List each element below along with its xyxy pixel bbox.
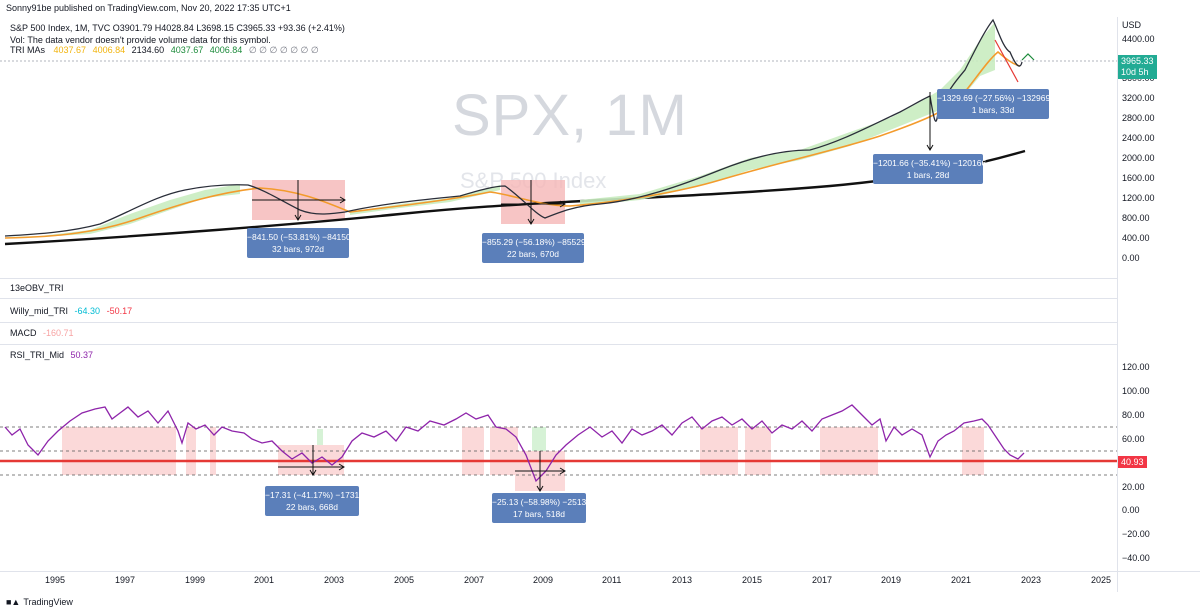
- year-tick: 2021: [951, 575, 972, 585]
- measure-2008-line2: 22 bars, 670d: [507, 249, 559, 259]
- year-tick: 2013: [672, 575, 693, 585]
- measure-box-2020[interactable]: −1201.66 (−35.41%) −120166 1 bars, 28d: [873, 154, 987, 184]
- measure-2008-line1: −855.29 (−56.18%) −85529: [482, 237, 586, 247]
- measure-2020-line1: −1201.66 (−35.41%) −120166: [873, 158, 987, 168]
- willy-value-2: -50.17: [106, 306, 133, 316]
- macd-legend[interactable]: MACD -160.71: [10, 328, 74, 338]
- rsi-measure-2008-line1: −25.13 (−58.98%) −2513: [492, 497, 587, 507]
- brand-label: TradingView: [23, 597, 73, 607]
- pane-separator[interactable]: [0, 344, 1117, 345]
- currency-label: USD: [1122, 20, 1142, 30]
- symbol-legend[interactable]: S&P 500 Index, 1M, TVC O3901.79 H4028.84…: [10, 23, 345, 33]
- rsi-measure-2001-line2: 22 bars, 668d: [286, 502, 338, 512]
- year-tick: 1995: [45, 575, 66, 585]
- measure-box-2022[interactable]: −1329.69 (−27.56%) −132969 1 bars, 33d: [937, 89, 1051, 119]
- rsi-shading: [62, 427, 984, 491]
- tri-value-empty: ∅ ∅ ∅ ∅ ∅ ∅ ∅: [248, 45, 319, 55]
- rsi-tick: 20.00: [1122, 482, 1145, 492]
- rsi-measure-2001-line1: −17.31 (−41.17%) −1731: [265, 490, 360, 500]
- rsi-tick: 120.00: [1122, 362, 1150, 372]
- tradingview-footer[interactable]: ■▲ TradingView: [6, 597, 73, 607]
- price-tick: 2400.00: [1122, 133, 1155, 143]
- drop-arrow: [994, 39, 1019, 83]
- price-series: [4, 18, 1023, 237]
- last-price-value: 3965.33: [1121, 56, 1154, 66]
- tradingview-logo-icon: ■▲: [6, 597, 21, 607]
- green-shade: [532, 427, 546, 451]
- year-tick: 2005: [394, 575, 415, 585]
- willy-value-1: -64.30: [74, 306, 101, 316]
- rsi-tick: 0.00: [1122, 505, 1140, 515]
- tri-value-5: 4006.84: [209, 45, 243, 55]
- publisher-info: Sonny91be published on TradingView.com, …: [6, 3, 291, 13]
- obv-label[interactable]: 13eOBV_TRI: [10, 283, 64, 293]
- price-tick: 1600.00: [1122, 173, 1155, 183]
- measure-2000-line1: −841.50 (−53.81%) −84150: [247, 232, 351, 242]
- year-tick: 2017: [812, 575, 833, 585]
- year-tick: 2009: [533, 575, 554, 585]
- rsi-measure-2008[interactable]: −25.13 (−58.98%) −2513 17 bars, 518d: [492, 493, 586, 523]
- price-tick: 400.00: [1122, 233, 1150, 243]
- year-tick: 2001: [254, 575, 275, 585]
- year-tick: 1999: [185, 575, 206, 585]
- time-axis-border: [0, 571, 1200, 572]
- rsi-measure-2001[interactable]: −17.31 (−41.17%) −1731 22 bars, 668d: [265, 486, 359, 516]
- price-tick: 2000.00: [1122, 153, 1155, 163]
- price-tick: 0.00: [1122, 253, 1140, 263]
- year-tick: 2019: [881, 575, 902, 585]
- rsi-value: 50.37: [70, 350, 94, 360]
- rsi-level-tag[interactable]: 40.93: [1118, 456, 1147, 468]
- macd-value: -160.71: [43, 328, 74, 338]
- rsi-tick: 100.00: [1122, 386, 1150, 396]
- measure-2000-line2: 32 bars, 972d: [272, 244, 324, 254]
- price-tick: 800.00: [1122, 213, 1150, 223]
- rsi-tick: −40.00: [1122, 553, 1150, 563]
- measure-2022-line2: 1 bars, 33d: [971, 105, 1015, 115]
- volume-notice: Vol: The data vendor doesn't provide vol…: [10, 35, 271, 45]
- up-arrow: [1021, 53, 1035, 61]
- year-tick: 1997: [115, 575, 136, 585]
- rsi-tick: 80.00: [1122, 410, 1145, 420]
- tri-value-4: 4037.67: [170, 45, 204, 55]
- willy-label: Willy_mid_TRI: [10, 306, 69, 316]
- willy-legend[interactable]: Willy_mid_TRI -64.30 -50.17: [10, 306, 132, 316]
- price-axis-border: [1117, 17, 1118, 592]
- price-tick: 3200.00: [1122, 93, 1155, 103]
- year-tick: 2011: [602, 575, 622, 585]
- year-tick: 2015: [742, 575, 763, 585]
- rsi-line: [4, 404, 1025, 483]
- time-axis[interactable]: 1995 1997 1999 2001 2003 2005 2007 2009 2011 2013…: [0, 575, 1117, 589]
- price-tick: 1200.00: [1122, 193, 1155, 203]
- tri-value-3: 2134.60: [131, 45, 165, 55]
- year-tick: 2003: [324, 575, 345, 585]
- bar-countdown: 10d 5h: [1121, 67, 1149, 77]
- year-tick: 2023: [1021, 575, 1042, 585]
- price-tick: 2800.00: [1122, 113, 1155, 123]
- year-tick: 2025: [1091, 575, 1112, 585]
- pane-separator[interactable]: [0, 298, 1117, 299]
- measure-2020-line2: 1 bars, 28d: [906, 170, 950, 180]
- last-price-tag[interactable]: 3965.33 10d 5h: [1118, 55, 1157, 79]
- symbol-watermark: SPX, 1M: [452, 83, 688, 148]
- rsi-label: RSI_TRI_Mid: [10, 350, 65, 360]
- measure-2022-line1: −1329.69 (−27.56%) −132969: [937, 93, 1051, 103]
- rsi-tick: −20.00: [1122, 529, 1150, 539]
- price-tick: 4400.00: [1122, 34, 1155, 44]
- tri-mas-legend[interactable]: TRI MAs 4037.67 4006.84 2134.60 4037.67 …: [10, 45, 319, 56]
- tri-value-2: 4006.84: [92, 45, 126, 55]
- measure-box-2000[interactable]: −841.50 (−53.81%) −84150 32 bars, 972d: [247, 228, 351, 258]
- rsi-legend[interactable]: RSI_TRI_Mid 50.37: [10, 350, 93, 360]
- tri-mas-label: TRI MAs: [10, 45, 45, 55]
- tri-value-1: 4037.67: [53, 45, 87, 55]
- rsi-tick: 60.00: [1122, 434, 1145, 444]
- rsi-chart[interactable]: [0, 345, 1117, 570]
- pane-separator[interactable]: [0, 322, 1117, 323]
- rsi-measure-2008-line2: 17 bars, 518d: [513, 509, 565, 519]
- measure-box-2008[interactable]: −855.29 (−56.18%) −85529 22 bars, 670d: [482, 233, 586, 263]
- pane-separator[interactable]: [0, 278, 1117, 279]
- year-tick: 2007: [464, 575, 485, 585]
- macd-label: MACD: [10, 328, 37, 338]
